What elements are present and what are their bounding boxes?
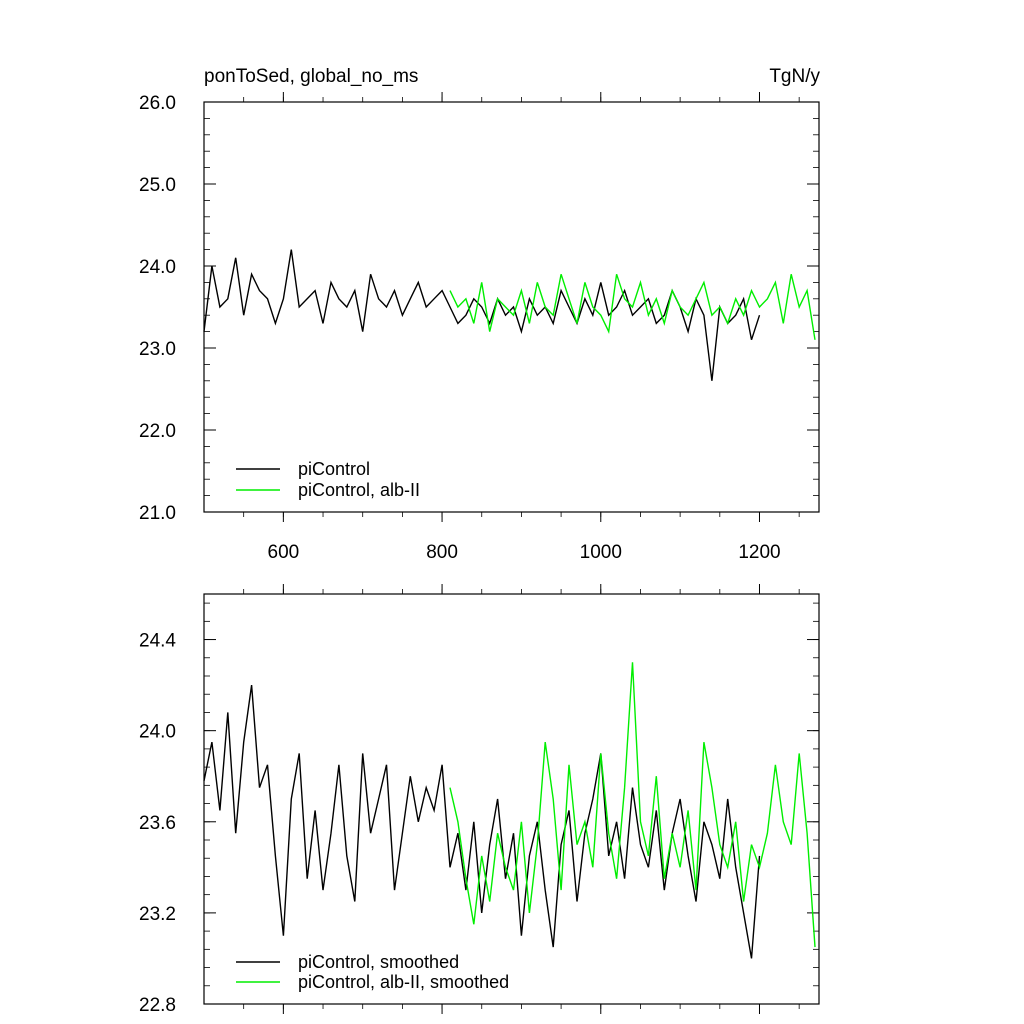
x-tick-label: 1200 bbox=[738, 542, 780, 563]
y-tick-label: 23.0 bbox=[139, 339, 176, 360]
legend-label-picontrol: piControl bbox=[298, 459, 370, 479]
top-series-group bbox=[203, 249, 816, 381]
legend-label-alb-ii: piControl, alb-II bbox=[298, 480, 420, 500]
top-title-right: TgN/y bbox=[769, 66, 820, 87]
legend-label-picontrol-smoothed: piControl, smoothed bbox=[298, 952, 459, 972]
series-line-picontrol bbox=[203, 249, 761, 381]
bottom-series-group bbox=[203, 662, 816, 959]
series-line-alb-ii bbox=[449, 273, 816, 340]
bottom-axis-ticks bbox=[204, 584, 819, 1014]
y-tick-label: 21.0 bbox=[139, 503, 176, 524]
top-x-tick-labels: 600 800 1000 1200 bbox=[268, 542, 781, 563]
top-title-left: ponToSed, global_no_ms bbox=[204, 66, 418, 87]
bottom-legend: piControl, smoothed piControl, alb-II, s… bbox=[236, 952, 509, 992]
y-tick-label: 25.0 bbox=[139, 175, 176, 196]
y-tick-label: 23.2 bbox=[139, 904, 176, 925]
x-tick-label: 800 bbox=[426, 542, 458, 563]
y-tick-label: 22.0 bbox=[139, 421, 176, 442]
bottom-y-tick-labels: 22.8 23.2 23.6 24.0 24.4 bbox=[139, 631, 176, 1016]
y-tick-label: 24.0 bbox=[139, 257, 176, 278]
top-legend: piControl piControl, alb-II bbox=[236, 459, 420, 500]
series-line-alb-ii bbox=[449, 662, 816, 948]
y-tick-label: 26.0 bbox=[139, 93, 176, 114]
series-line-picontrol bbox=[203, 685, 761, 959]
bottom-panel: 22.8 23.2 23.6 24.0 24.4 piControl, smoothed… bbox=[139, 584, 820, 1016]
y-tick-label: 24.4 bbox=[139, 631, 176, 652]
top-plot-frame bbox=[203, 101, 820, 513]
y-tick-label: 22.8 bbox=[139, 995, 176, 1016]
x-tick-label: 1000 bbox=[580, 542, 622, 563]
legend-label-alb-ii-smoothed: piControl, alb-II, smoothed bbox=[298, 972, 509, 992]
top-panel: ponToSed, global_no_ms TgN/y 21.0 22.0 23.… bbox=[139, 66, 820, 563]
top-axis-ticks bbox=[204, 92, 819, 522]
y-tick-label: 23.6 bbox=[139, 813, 176, 834]
bottom-plot-frame bbox=[203, 593, 820, 1005]
x-tick-label: 600 bbox=[268, 542, 300, 563]
y-tick-label: 24.0 bbox=[139, 722, 176, 743]
top-y-tick-labels: 21.0 22.0 23.0 24.0 25.0 26.0 bbox=[139, 93, 176, 524]
